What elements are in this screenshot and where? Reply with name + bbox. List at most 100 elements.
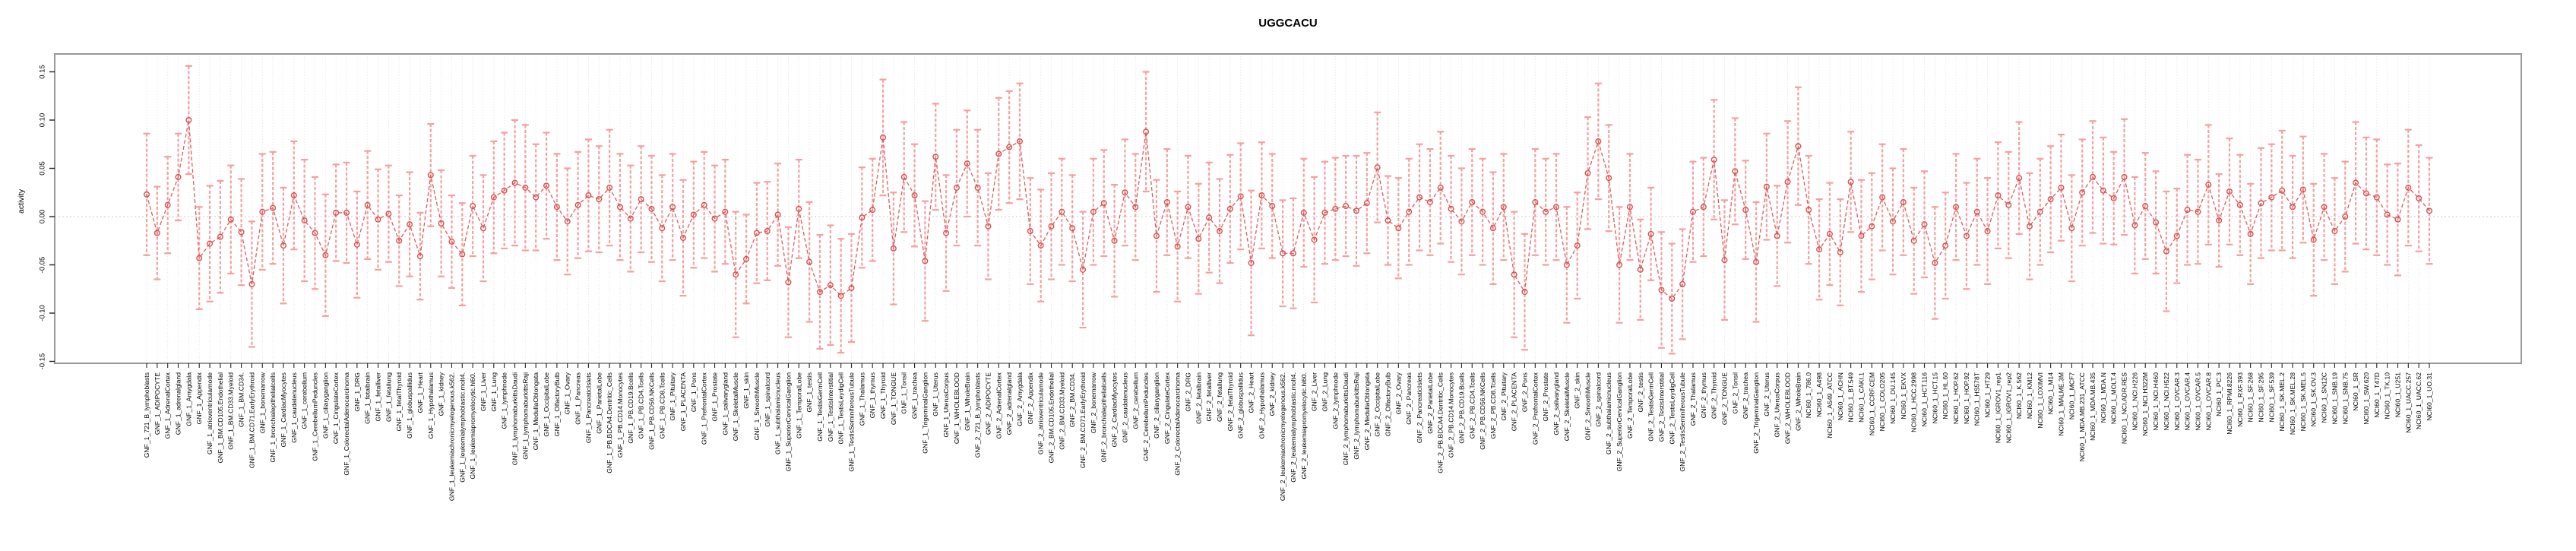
x-tick-label: GNF_2_Hypothalamus bbox=[1258, 372, 1265, 439]
data-point-marker bbox=[1710, 157, 1717, 163]
x-tick-label: GNF_2_TestisLeydigCell bbox=[1668, 372, 1676, 445]
data-point-marker bbox=[1837, 249, 1843, 255]
data-point-marker bbox=[407, 221, 413, 228]
data-point-marker bbox=[1006, 144, 1013, 150]
x-tick-label: GNF_1_skin bbox=[742, 372, 750, 409]
x-tick-label: GNF_1_spinalcord bbox=[764, 372, 771, 427]
data-point-marker bbox=[2110, 195, 2117, 201]
data-point-marker bbox=[2121, 173, 2128, 180]
x-tick-label: GNF_1_testis bbox=[805, 372, 813, 413]
data-point-marker bbox=[143, 191, 150, 198]
data-point-marker bbox=[900, 173, 907, 180]
data-point-marker bbox=[1206, 214, 1213, 221]
data-point-marker bbox=[2342, 214, 2349, 220]
data-point-marker bbox=[533, 194, 540, 201]
x-tick-label: GNF_2_PB.CD4.Tcells bbox=[1468, 372, 1476, 439]
data-point-marker bbox=[837, 293, 844, 299]
x-tick-label: GNF_2_ciliaryganglion bbox=[1153, 372, 1160, 439]
data-point-marker bbox=[2184, 207, 2191, 214]
x-tick-label: GNF_2_Pituitary bbox=[1500, 372, 1508, 420]
x-tick-label: GNF_2_fetalbrain bbox=[1195, 372, 1202, 424]
data-point-marker bbox=[2173, 233, 2180, 239]
x-tick-label: GNF_2_Appendix bbox=[1027, 372, 1034, 424]
data-point-marker bbox=[2079, 189, 2086, 196]
data-point-marker bbox=[1195, 236, 1202, 242]
data-point-marker bbox=[427, 172, 434, 179]
x-tick-label: GNF_2_adrenalgland bbox=[1005, 372, 1013, 435]
data-point-marker bbox=[1069, 225, 1076, 232]
x-tick-label: NCI60_1_UACC.257 bbox=[2404, 372, 2412, 433]
data-point-marker bbox=[880, 134, 887, 141]
data-point-marker bbox=[270, 204, 277, 211]
data-point-marker bbox=[690, 211, 697, 218]
x-tick-label: GNF_1_UterusCorpus bbox=[942, 372, 950, 438]
x-tick-label: GNF_2_CingulateCortex bbox=[1163, 372, 1171, 444]
data-point-marker bbox=[2016, 175, 2023, 182]
x-tick-label: GNF_1_Ovary bbox=[564, 372, 571, 414]
data-point-marker bbox=[1237, 193, 1244, 200]
data-point-marker bbox=[248, 280, 255, 287]
x-tick-label: GNF_1_adrenalgland bbox=[175, 372, 182, 435]
data-point-marker bbox=[1153, 233, 1160, 239]
x-tick-label: NCI60_1_NCI.H322M bbox=[2141, 372, 2149, 436]
x-tick-label: GNF_2_fetallung bbox=[1216, 372, 1223, 422]
data-point-marker bbox=[722, 208, 729, 215]
data-point-marker bbox=[470, 203, 476, 210]
x-tick-label: GNF_1_leukemialymphoblastic.molt4. bbox=[458, 372, 466, 483]
x-tick-label: NCI60_1_BT.549 bbox=[1847, 372, 1855, 423]
data-point-marker bbox=[1269, 203, 1276, 210]
data-point-marker bbox=[606, 184, 613, 191]
x-tick-label: NCI60_1_IGROV1_rep1 bbox=[1994, 372, 2002, 443]
x-tick-label: NCI60_1_MCF7 bbox=[2068, 372, 2075, 420]
data-point-marker bbox=[501, 187, 508, 194]
x-tick-label: NCI60_1_HOP.92 bbox=[1963, 372, 1970, 424]
data-point-marker bbox=[2226, 188, 2233, 195]
data-point-marker bbox=[1027, 228, 1033, 235]
data-point-marker bbox=[1942, 242, 1949, 249]
x-tick-label: GNF_2_CardiacMyocytes bbox=[1111, 372, 1119, 447]
data-point-marker bbox=[1963, 233, 1970, 239]
x-tick-label: GNF_2_skin bbox=[1574, 372, 1581, 409]
x-tick-label: NCI60_1_RXF.393 bbox=[2236, 372, 2244, 427]
x-tick-label: GNF_1_TestisSeminiferousTubule bbox=[848, 372, 856, 472]
x-tick-label: GNF_2_TestisGermCell bbox=[1647, 372, 1655, 442]
x-tick-label: GNF_1_caudatenucleus bbox=[290, 372, 298, 443]
data-point-marker bbox=[238, 229, 245, 236]
data-point-marker bbox=[796, 205, 802, 212]
data-point-marker bbox=[1311, 236, 1318, 243]
data-point-marker bbox=[2416, 195, 2423, 201]
x-tick-label: GNF_2_Thalamus bbox=[1689, 372, 1697, 426]
data-point-marker bbox=[627, 215, 634, 222]
x-tick-label: GNF_2_OlfactoryBulb bbox=[1385, 372, 1392, 436]
x-tick-label: GNF_1_lymphomaburkittsDaudi bbox=[511, 372, 519, 465]
x-tick-label: GNF_2_PB.CD8.Tcells bbox=[1489, 372, 1497, 439]
data-point-marker bbox=[564, 218, 571, 225]
x-tick-label: GNF_1_CardiacMyocytes bbox=[280, 372, 287, 447]
data-point-marker bbox=[333, 209, 340, 216]
data-point-marker bbox=[890, 245, 897, 252]
data-point-marker bbox=[1185, 204, 1191, 211]
data-point-marker bbox=[153, 230, 160, 236]
x-tick-label: NCI60_1_NCI.ADR.RES bbox=[2121, 372, 2128, 444]
x-tick-label: GNF_1_lymphnode bbox=[501, 372, 508, 429]
data-point-marker bbox=[2405, 184, 2412, 191]
data-point-marker bbox=[2279, 187, 2286, 194]
x-tick-label: GNF_2_Pancreas bbox=[1405, 372, 1413, 425]
x-tick-label: NCI60_1_SNB.75 bbox=[2341, 372, 2349, 425]
y-tick-label: -0.15 bbox=[39, 353, 47, 370]
data-point-marker bbox=[2005, 201, 2012, 208]
data-point-marker bbox=[1784, 179, 1791, 185]
data-point-marker bbox=[911, 192, 918, 199]
x-tick-label: GNF_2_leukemiapromyelocytic.hl60. bbox=[1300, 372, 1308, 479]
data-point-marker bbox=[596, 196, 603, 203]
x-tick-label: GNF_1_PB.BDCA4.Dentritic_Cells bbox=[606, 372, 613, 473]
x-tick-label: GNF_2_PB.CD19.Bcells bbox=[1457, 372, 1465, 444]
data-point-marker bbox=[2247, 230, 2254, 237]
data-point-marker bbox=[764, 228, 771, 235]
x-tick-label: GNF_2_Uterus bbox=[1763, 372, 1771, 416]
x-tick-label: NCI60_1_HCC.2998 bbox=[1910, 372, 1918, 432]
x-tick-label: NCI60_1_OVCAR.8 bbox=[2204, 372, 2212, 431]
x-tick-label: NCI60_1_MDA.N bbox=[2100, 372, 2107, 423]
data-point-marker bbox=[1174, 243, 1181, 250]
x-tick-label: GNF_1_PancreaticIslets bbox=[584, 372, 592, 443]
